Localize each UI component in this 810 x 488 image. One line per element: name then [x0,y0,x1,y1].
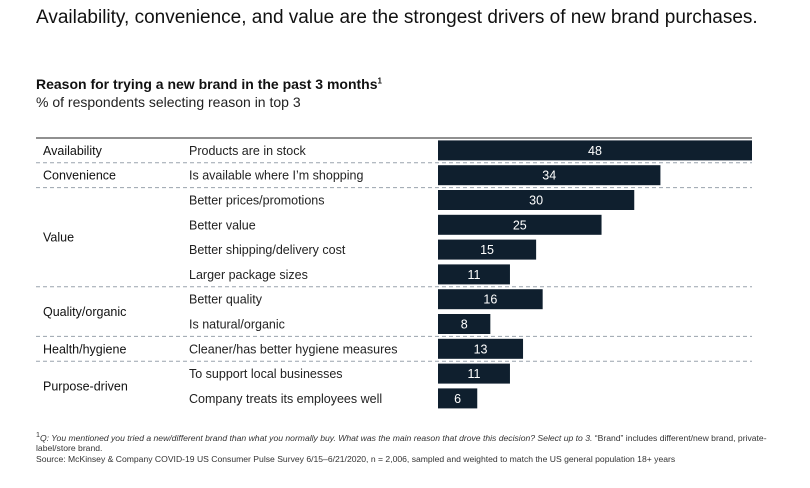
bar-value-label: 13 [474,342,488,356]
row-label: Better shipping/delivery cost [189,243,346,257]
footnote-question-note: “Brand” includes different/new brand, pr… [36,432,767,454]
bar [438,388,478,409]
bar [438,190,635,210]
row-label: Is available where I’m shopping [189,169,363,183]
bar-value-label: 34 [542,169,556,183]
footnotes: 1Q: You mentioned you tried a new/differ… [36,430,776,464]
bar-value-label: 48 [588,144,602,158]
chart-headline: Availability, convenience, and value are… [36,7,758,28]
bar [438,363,510,384]
bar-value-label: 30 [529,194,543,208]
category-label: Quality/organic [43,305,126,319]
bar [438,140,752,161]
row-label: Larger package sizes [189,268,308,282]
bar [438,264,510,285]
bar [438,338,524,359]
footnote-question-marker: 1 [36,431,40,439]
bar-value-label: 25 [513,218,527,232]
category-label: Purpose-driven [43,380,128,394]
bar-value-label: 8 [461,318,468,332]
bar-value-label: 15 [480,243,494,257]
row-label: To support local businesses [189,367,343,381]
row-label: Better value [189,218,256,232]
bar [438,165,661,186]
row-label: Is natural/organic [189,318,285,332]
category-label: Health/hygiene [43,342,126,356]
footnote-marker: 1 [377,76,382,86]
chart-unit: % of respondents selecting reason in top… [36,94,301,110]
row-label: Better quality [189,293,263,307]
footnote-question: 1Q: You mentioned you tried a new/differ… [36,430,776,454]
bar [438,214,602,235]
row-label: Cleaner/has better hygiene measures [189,342,397,356]
chart-subtitle-text: Reason for trying a new brand in the pas… [36,76,378,92]
footnote-question-text: Q: You mentioned you tried a new/differe… [39,432,593,443]
bar-value-label: 11 [467,268,480,282]
category-label: Availability [43,144,103,158]
category-label: Convenience [43,169,116,183]
category-label: Value [43,231,74,245]
bar [438,239,537,260]
bar-value-label: 16 [483,293,497,307]
bar [438,314,491,334]
bar-value-label: 6 [454,392,461,406]
bar [438,289,543,310]
row-label: Products are in stock [189,144,306,158]
row-label: Company treats its employees well [189,392,382,406]
chart-subtitle: Reason for trying a new brand in the pas… [36,76,382,92]
bar-value-label: 11 [467,367,480,381]
footnote-source: Source: McKinsey & Company COVID-19 US C… [36,453,676,464]
row-label: Better prices/promotions [189,194,324,208]
